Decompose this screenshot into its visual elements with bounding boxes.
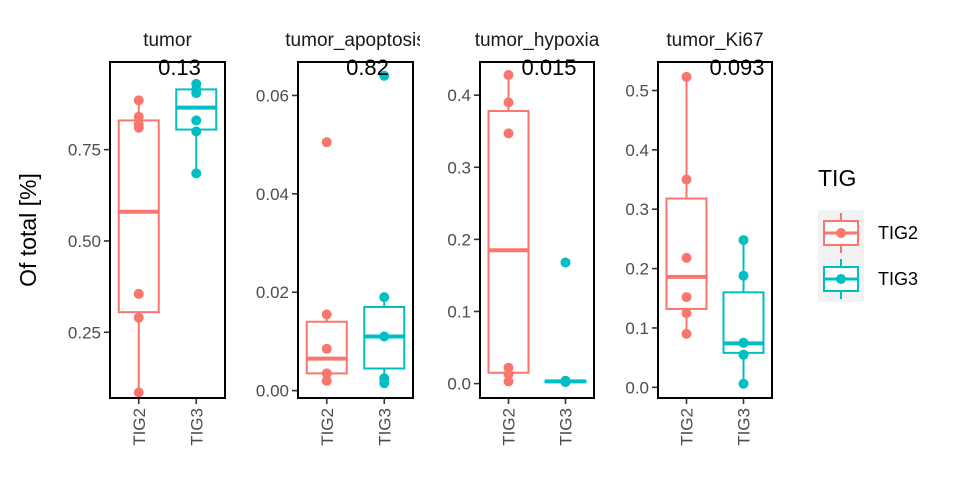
- panel-border: [657, 61, 773, 399]
- x-tick-label: TIG2: [500, 408, 519, 446]
- data-point: [321, 343, 332, 354]
- data-point: [321, 309, 332, 320]
- x-tick-label: TIG2: [130, 408, 149, 446]
- y-tick-label: 0.5: [625, 81, 649, 100]
- panel-title: tumor_Ki67: [666, 30, 763, 51]
- panel-1: tumor 0.25 0.50 0.75 TIG2 TIG3 0.13: [68, 30, 226, 446]
- data-point: [560, 377, 571, 388]
- y-tick-label: 0.50: [68, 232, 101, 251]
- panel-2: tumor_apoptosis 0.00 0.02 0.04 0.06 TIG2 TIG3 0…: [256, 30, 425, 446]
- data-point: [738, 349, 749, 360]
- data-point: [503, 69, 514, 80]
- box: [487, 110, 530, 374]
- y-tick-label: 0.3: [447, 158, 471, 177]
- data-point: [191, 88, 202, 99]
- p-value-label: 0.093: [709, 55, 764, 80]
- data-point: [503, 369, 514, 380]
- legend-item-tig3: TIG3: [818, 256, 918, 302]
- panel-title: tumor_hypoxia: [475, 30, 600, 51]
- legend-label: TIG2: [878, 223, 918, 243]
- legend-title: TIG: [818, 165, 856, 191]
- panel-border: [297, 61, 414, 399]
- data-point: [379, 378, 390, 389]
- legend: TIG TIG2 TIG3: [818, 165, 918, 302]
- y-axis-label: Of total [%]: [15, 173, 41, 287]
- y-tick-label: 0.02: [256, 283, 289, 302]
- data-point: [379, 292, 390, 303]
- data-point: [379, 331, 390, 342]
- boxplot-tig3: [544, 257, 587, 388]
- p-value-label: 0.82: [346, 55, 389, 80]
- panel-title: tumor_apoptosis: [285, 30, 425, 51]
- p-value-label: 0.015: [521, 55, 576, 80]
- y-tick-label: 0.1: [625, 319, 649, 338]
- panel-3: tumor_hypoxia 0.0 0.1 0.2 0.3 0.4 TIG2 TIG3 0.01…: [447, 30, 599, 446]
- y-tick-label: 0.4: [447, 86, 471, 105]
- y-tick-label: 0.06: [256, 86, 289, 105]
- y-tick-label: 0.04: [256, 185, 289, 204]
- y-tick-label: 0.25: [68, 323, 101, 342]
- legend-key-point: [836, 228, 846, 238]
- x-tick-label: TIG2: [678, 408, 697, 446]
- y-tick-label: 0.00: [256, 382, 289, 401]
- y-tick-label: 0.0: [447, 375, 471, 394]
- panel-4: tumor_Ki67 0.0 0.1 0.2 0.3 0.4 0.5 TIG2 TIG3 0.09…: [625, 30, 773, 446]
- data-point: [133, 111, 144, 122]
- data-point: [738, 270, 749, 281]
- x-tick-label: TIG3: [187, 408, 206, 446]
- data-point: [681, 174, 692, 185]
- data-point: [321, 368, 332, 379]
- y-tick-label: 0.3: [625, 200, 649, 219]
- data-point: [738, 235, 749, 246]
- data-point: [133, 312, 144, 323]
- boxplot-tig2: [665, 71, 708, 339]
- data-point: [133, 288, 144, 299]
- boxplot-tig3: [363, 70, 406, 389]
- y-tick-label: 0.4: [625, 141, 649, 160]
- y-tick-label: 0.2: [447, 230, 471, 249]
- boxplot-tig2: [117, 95, 160, 398]
- data-point: [681, 308, 692, 319]
- y-tick-label: 0.2: [625, 260, 649, 279]
- data-point: [560, 257, 571, 268]
- data-point: [681, 252, 692, 263]
- boxplot-tig3: [722, 235, 765, 389]
- legend-key-point: [836, 274, 846, 284]
- panel-border: [109, 61, 226, 399]
- x-tick-label: TIG3: [375, 408, 394, 446]
- box: [117, 119, 160, 314]
- data-point: [133, 95, 144, 106]
- boxplot-tig3: [175, 78, 218, 179]
- data-point: [191, 126, 202, 137]
- p-value-label: 0.13: [158, 55, 201, 80]
- panel-border: [479, 61, 595, 399]
- legend-item-tig2: TIG2: [818, 210, 918, 256]
- data-point: [321, 375, 332, 386]
- data-point: [738, 337, 749, 348]
- data-point: [738, 378, 749, 389]
- data-point: [133, 387, 144, 398]
- y-tick-label: 0.75: [68, 141, 101, 160]
- data-point: [133, 122, 144, 133]
- data-point: [681, 328, 692, 339]
- data-point: [379, 70, 390, 81]
- data-point: [503, 128, 514, 139]
- data-point: [503, 376, 514, 387]
- boxplot-tig2: [487, 69, 530, 387]
- data-point: [321, 137, 332, 148]
- legend-label: TIG3: [878, 269, 918, 289]
- panel-title: tumor: [143, 30, 192, 51]
- y-tick-label: 0.1: [447, 302, 471, 321]
- data-point: [681, 292, 692, 303]
- boxplot-tig2: [305, 137, 348, 386]
- data-point: [191, 115, 202, 126]
- data-point: [681, 71, 692, 82]
- y-tick-label: 0.0: [625, 378, 649, 397]
- data-point: [503, 97, 514, 108]
- x-tick-label: TIG2: [318, 408, 337, 446]
- x-tick-label: TIG3: [557, 408, 576, 446]
- data-point: [191, 168, 202, 179]
- x-tick-label: TIG3: [735, 408, 754, 446]
